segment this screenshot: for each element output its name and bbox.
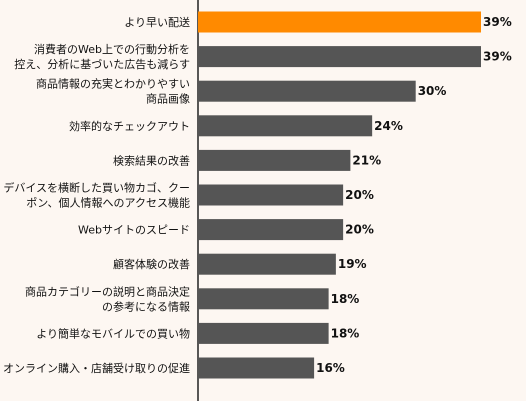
- value-label-1: 39%: [483, 50, 512, 64]
- category-label-3: 効率的なチェックアウト: [69, 119, 190, 133]
- bar-3: [198, 115, 373, 137]
- value-label-2: 30%: [418, 84, 447, 98]
- category-label-0: より早い配送: [124, 15, 190, 29]
- value-label-7: 19%: [338, 257, 367, 271]
- value-label-4: 21%: [352, 153, 381, 167]
- bar-10: [198, 357, 315, 379]
- bar-5: [198, 184, 344, 206]
- bar-0: [198, 11, 481, 33]
- value-label-9: 18%: [331, 326, 360, 340]
- category-label-4: 検索結果の改善: [113, 153, 190, 167]
- value-label-3: 24%: [374, 119, 403, 133]
- value-label-8: 18%: [331, 292, 360, 306]
- value-label-6: 20%: [345, 223, 374, 237]
- bar-2: [198, 80, 416, 102]
- category-label-6: Webサイトのスピード: [78, 224, 190, 237]
- value-label-5: 20%: [345, 188, 374, 202]
- category-label-7: 顧客体験の改善: [113, 257, 190, 271]
- value-label-0: 39%: [483, 15, 512, 29]
- category-label-10: オンライン購入・店舗受け取りの促進: [3, 361, 190, 375]
- bar-7: [198, 253, 336, 275]
- category-label-1: 消費者のWeb上での行動分析を控え、分析に基づいた広告も減らす: [14, 42, 190, 71]
- bar-9: [198, 322, 329, 344]
- bar-6: [198, 219, 344, 241]
- value-label-10: 16%: [316, 361, 345, 375]
- category-label-5: デバイスを横断した買い物カゴ、クーポン、個人情報へのアクセス機能: [3, 181, 190, 210]
- bar-8: [198, 288, 329, 310]
- bar-1: [198, 46, 481, 68]
- category-label-9: より簡単なモバイルでの買い物: [36, 326, 190, 340]
- category-label-8: 商品カテゴリーの説明と商品決定の参考になる情報: [25, 284, 190, 313]
- category-label-2: 商品情報の充実とわかりやすい商品画像: [36, 77, 190, 106]
- bar-4: [198, 149, 351, 171]
